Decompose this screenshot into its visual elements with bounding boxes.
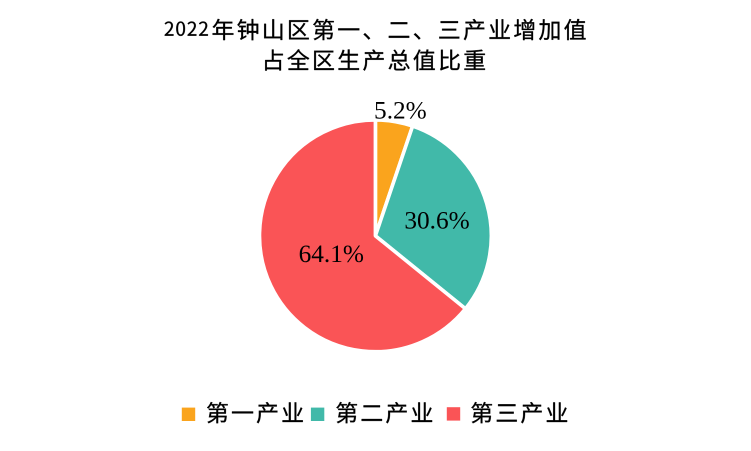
svg-text:30.6%: 30.6% — [404, 206, 469, 234]
svg-text:64.1%: 64.1% — [299, 240, 364, 268]
svg-text:5.2%: 5.2% — [374, 96, 427, 124]
